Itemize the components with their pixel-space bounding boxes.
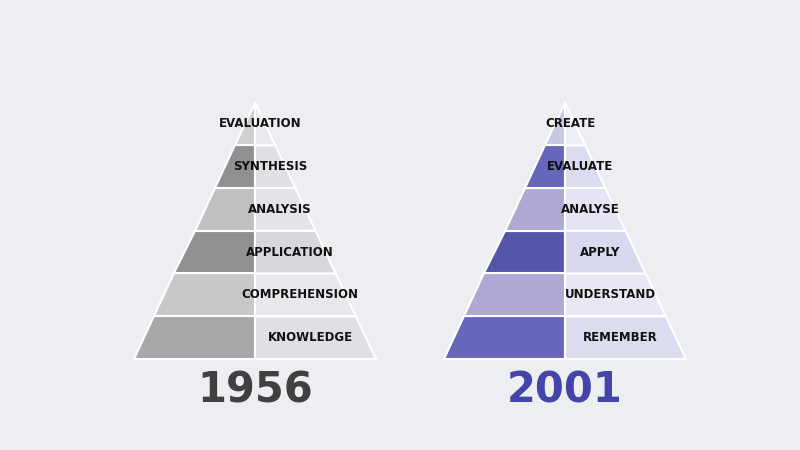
Text: APPLICATION: APPLICATION xyxy=(246,246,334,259)
Text: APPLY: APPLY xyxy=(580,246,621,259)
Polygon shape xyxy=(565,188,626,231)
Text: CREATE: CREATE xyxy=(545,117,595,130)
Polygon shape xyxy=(214,145,255,188)
Text: SYNTHESIS: SYNTHESIS xyxy=(233,160,307,173)
Polygon shape xyxy=(565,274,666,316)
Polygon shape xyxy=(255,103,275,145)
Polygon shape xyxy=(444,316,565,359)
Polygon shape xyxy=(525,145,565,188)
Polygon shape xyxy=(255,231,336,274)
Polygon shape xyxy=(255,274,356,316)
Polygon shape xyxy=(565,103,585,145)
Polygon shape xyxy=(464,274,565,316)
Text: EVALUATE: EVALUATE xyxy=(547,160,614,173)
Text: KNOWLEDGE: KNOWLEDGE xyxy=(268,331,353,344)
Text: REMEMBER: REMEMBER xyxy=(583,331,658,344)
Polygon shape xyxy=(194,188,255,231)
Polygon shape xyxy=(174,231,255,274)
Text: EVALUATION: EVALUATION xyxy=(218,117,302,130)
Polygon shape xyxy=(255,145,295,188)
Polygon shape xyxy=(255,188,315,231)
Text: 1956: 1956 xyxy=(197,369,313,411)
Polygon shape xyxy=(235,103,255,145)
Text: ANALYSIS: ANALYSIS xyxy=(248,203,312,216)
Polygon shape xyxy=(545,103,565,145)
Text: UNDERSTAND: UNDERSTAND xyxy=(565,288,656,302)
Text: ANALYSE: ANALYSE xyxy=(561,203,619,216)
Polygon shape xyxy=(565,231,646,274)
Polygon shape xyxy=(565,316,686,359)
Text: COMPREHENSION: COMPREHENSION xyxy=(242,288,359,302)
Text: 2001: 2001 xyxy=(507,369,623,411)
Polygon shape xyxy=(255,316,376,359)
Polygon shape xyxy=(154,274,255,316)
Polygon shape xyxy=(505,188,565,231)
Polygon shape xyxy=(134,316,255,359)
Polygon shape xyxy=(485,231,565,274)
Polygon shape xyxy=(565,145,606,188)
